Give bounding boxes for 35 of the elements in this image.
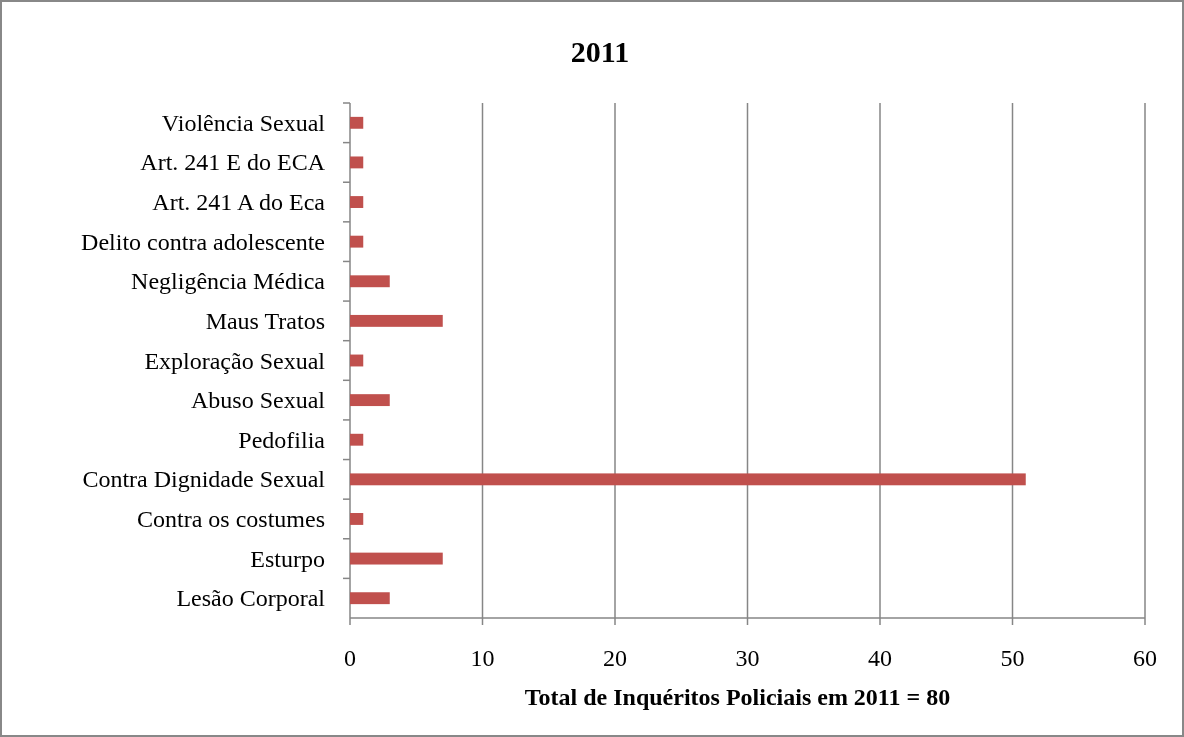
x-tick-label: 30 bbox=[735, 645, 760, 671]
y-tick-label: Contra Dignidade Sexual bbox=[82, 466, 326, 493]
x-tick-label: 40 bbox=[868, 645, 892, 671]
x-tick-label: 0 bbox=[344, 645, 356, 671]
bar bbox=[350, 513, 364, 525]
bar bbox=[350, 156, 364, 169]
y-tick-label: Art. 241 A do Eca bbox=[152, 189, 326, 216]
x-axis-title: Total de Inquéritos Policiais em 2011 = 80 bbox=[524, 684, 951, 710]
y-tick-label: Contra os costumes bbox=[137, 505, 325, 532]
chart-title: 2011 bbox=[570, 35, 630, 68]
bar bbox=[350, 433, 364, 446]
y-tick-label: Violência Sexual bbox=[161, 109, 326, 136]
x-tick-label: 10 bbox=[470, 645, 495, 671]
y-tick-label: Lesão Corporal bbox=[176, 585, 326, 612]
bar bbox=[350, 354, 364, 367]
y-tick-label: Maus Tratos bbox=[205, 307, 325, 334]
bar bbox=[350, 196, 364, 208]
x-tick-label: 60 bbox=[1133, 645, 1157, 671]
bar bbox=[350, 116, 364, 129]
y-tick-label: Art. 241 E do ECA bbox=[140, 149, 326, 176]
y-tick-label: Negligência Médica bbox=[131, 268, 326, 295]
bar bbox=[350, 235, 364, 248]
y-tick-label: Esturpo bbox=[250, 545, 325, 572]
bar bbox=[350, 394, 390, 407]
y-tick-label: Delito contra adolescente bbox=[81, 228, 325, 255]
bar bbox=[350, 552, 443, 565]
y-tick-label: Abuso Sexual bbox=[191, 387, 326, 414]
bar bbox=[350, 275, 390, 288]
x-tick-label: 50 bbox=[1000, 645, 1025, 671]
y-tick-label: Exploração Sexual bbox=[144, 347, 326, 374]
bar bbox=[350, 473, 1026, 486]
x-tick-label: 20 bbox=[603, 645, 627, 671]
y-tick-label: Pedofilia bbox=[238, 426, 326, 453]
bar bbox=[350, 314, 443, 327]
bar bbox=[350, 592, 390, 605]
